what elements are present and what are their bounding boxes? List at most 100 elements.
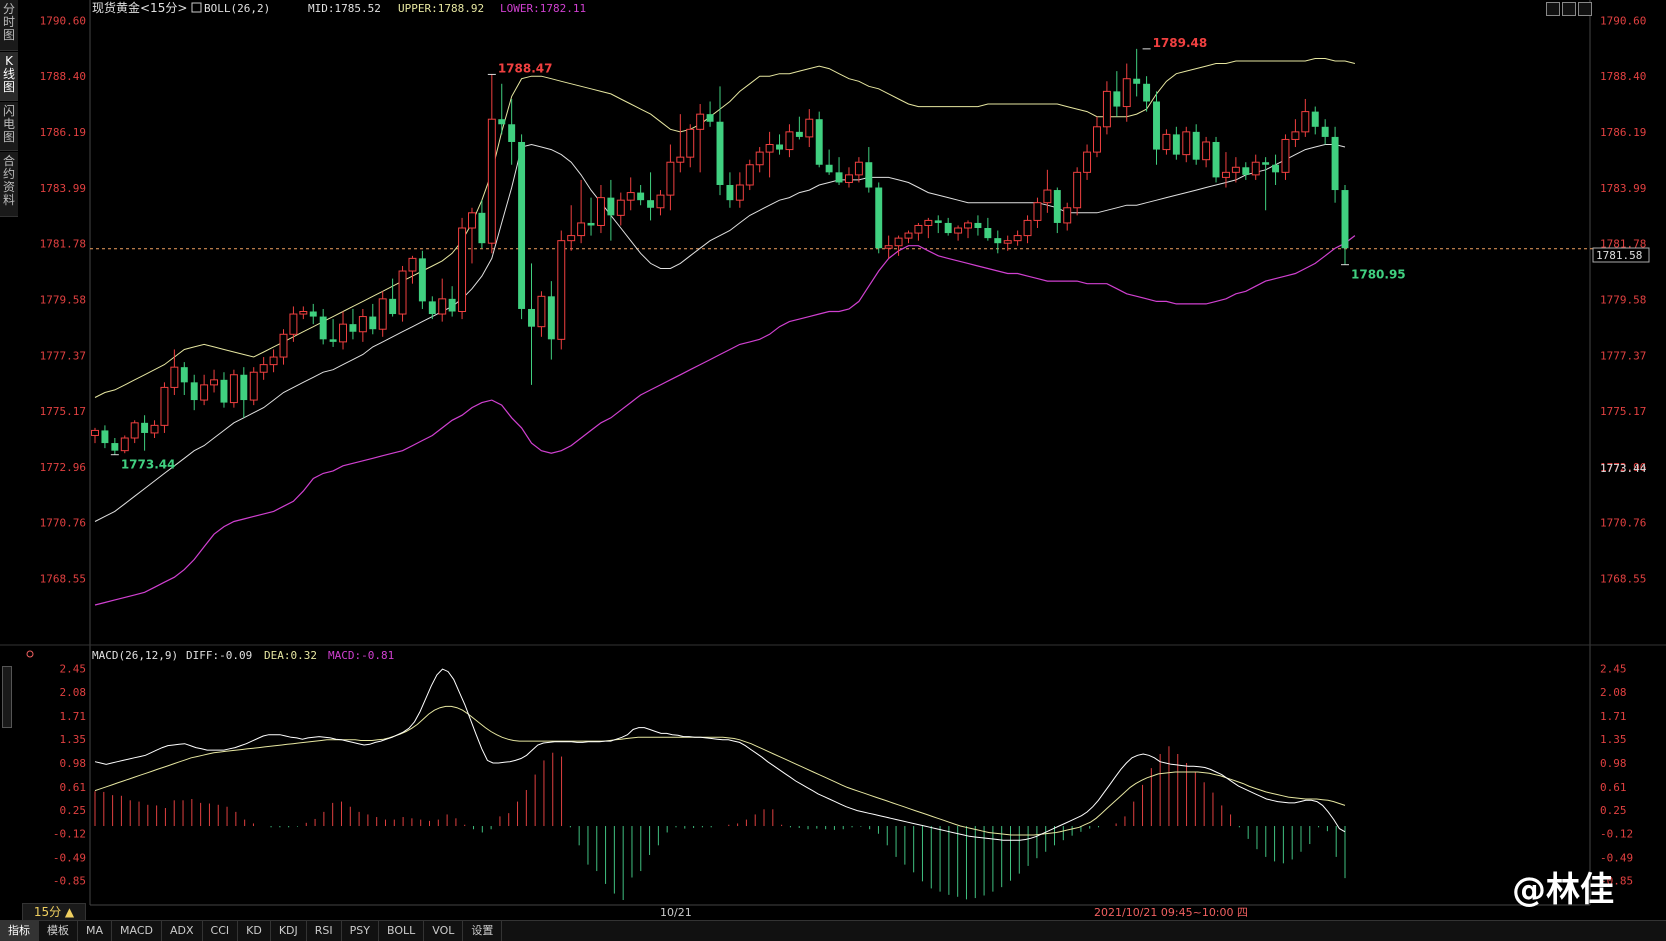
candle[interactable] — [160, 382, 169, 433]
candle[interactable] — [1231, 157, 1240, 183]
candle[interactable] — [339, 311, 347, 350]
candle[interactable] — [1023, 215, 1032, 244]
candle[interactable] — [269, 349, 278, 373]
candle[interactable] — [1272, 154, 1280, 185]
candle[interactable] — [408, 255, 417, 284]
candle[interactable] — [1122, 63, 1131, 122]
candle[interactable] — [944, 217, 952, 236]
candle[interactable] — [1291, 119, 1300, 148]
candle[interactable] — [706, 101, 714, 127]
candle[interactable] — [1251, 154, 1260, 180]
candle[interactable] — [1301, 98, 1310, 137]
candle[interactable] — [150, 420, 159, 439]
tab-flash-chart[interactable]: 闪电图 — [0, 102, 18, 151]
period-selector[interactable]: 15分 ▲ — [22, 903, 86, 921]
candle[interactable] — [1172, 126, 1180, 160]
candle[interactable] — [1053, 187, 1061, 234]
toolbar-tab-5[interactable]: CCI — [203, 921, 239, 941]
toolbar-tab-1[interactable]: 模板 — [39, 921, 78, 941]
candle[interactable] — [626, 177, 635, 211]
candle[interactable] — [726, 172, 734, 208]
candle[interactable] — [1311, 106, 1319, 135]
candle[interactable] — [1093, 116, 1101, 158]
candle[interactable] — [398, 265, 407, 322]
candle[interactable] — [289, 306, 298, 342]
candle[interactable] — [825, 149, 833, 175]
candle[interactable] — [716, 86, 724, 196]
candle[interactable] — [745, 159, 754, 191]
candle[interactable] — [1143, 76, 1151, 112]
candle[interactable] — [378, 291, 387, 337]
candle[interactable] — [637, 184, 645, 206]
candle[interactable] — [1113, 71, 1121, 117]
candle[interactable] — [508, 98, 516, 165]
candle[interactable] — [596, 184, 605, 234]
candle[interactable] — [984, 217, 992, 241]
candle[interactable] — [309, 303, 317, 325]
toolbar-tab-11[interactable]: VOL — [424, 921, 464, 941]
candle[interactable] — [1202, 136, 1211, 168]
candle[interactable] — [1043, 169, 1052, 213]
candle[interactable] — [765, 131, 774, 178]
candle[interactable] — [934, 215, 942, 234]
candle[interactable] — [418, 250, 426, 309]
candle[interactable] — [1182, 126, 1191, 163]
candle[interactable] — [220, 372, 228, 408]
candle[interactable] — [1221, 152, 1230, 188]
candle[interactable] — [1133, 48, 1141, 97]
candle[interactable] — [805, 109, 814, 148]
candle[interactable] — [577, 179, 586, 244]
macd-settings-icon[interactable] — [26, 650, 34, 658]
toolbar-tab-7[interactable]: KDJ — [271, 921, 307, 941]
candle[interactable] — [954, 225, 963, 241]
candle[interactable] — [647, 172, 655, 221]
candle[interactable] — [735, 172, 744, 208]
candle[interactable] — [537, 291, 546, 337]
candle[interactable] — [141, 415, 149, 451]
candle[interactable] — [1212, 136, 1220, 183]
candle[interactable] — [240, 367, 248, 418]
candle[interactable] — [438, 278, 447, 322]
candle[interactable] — [478, 200, 486, 249]
candle[interactable] — [776, 134, 783, 155]
indicator-icon[interactable] — [191, 2, 202, 13]
toolbar-tab-8[interactable]: RSI — [307, 921, 342, 941]
candle[interactable] — [279, 329, 288, 365]
candle[interactable] — [844, 167, 853, 188]
candle[interactable] — [666, 144, 675, 211]
candle[interactable] — [686, 124, 695, 168]
toolbar-tab-6[interactable]: KD — [238, 921, 271, 941]
candle[interactable] — [1242, 162, 1250, 180]
candle[interactable] — [1033, 197, 1042, 229]
candle[interactable] — [656, 190, 665, 216]
candle[interactable] — [547, 281, 555, 360]
candle[interactable] — [1153, 91, 1160, 165]
candle[interactable] — [349, 308, 357, 340]
candle[interactable] — [249, 367, 258, 406]
candle[interactable] — [210, 369, 219, 393]
candle[interactable] — [894, 235, 903, 256]
candle[interactable] — [91, 427, 99, 444]
candle[interactable] — [795, 116, 803, 140]
toolbar-tab-9[interactable]: PSY — [342, 921, 379, 941]
toolbar-tab-2[interactable]: MA — [78, 921, 113, 941]
toolbar-tab-10[interactable]: BOLL — [379, 921, 425, 941]
candle[interactable] — [358, 308, 367, 342]
candle[interactable] — [884, 235, 893, 259]
candle[interactable] — [458, 217, 467, 320]
candle[interactable] — [130, 420, 139, 444]
window-close-icon[interactable] — [1578, 2, 1592, 16]
candle[interactable] — [1013, 230, 1022, 246]
candle[interactable] — [865, 147, 873, 193]
toolbar-tab-0[interactable]: 指标 — [0, 921, 39, 941]
candle[interactable] — [1281, 134, 1290, 180]
tab-contract-info[interactable]: 合约资料 — [0, 152, 18, 217]
candle[interactable] — [1083, 144, 1092, 180]
candle[interactable] — [914, 222, 923, 241]
candle[interactable] — [607, 179, 615, 241]
candle[interactable] — [528, 263, 535, 385]
candle[interactable] — [1162, 129, 1171, 155]
candle[interactable] — [875, 182, 883, 254]
candle[interactable] — [329, 319, 337, 347]
